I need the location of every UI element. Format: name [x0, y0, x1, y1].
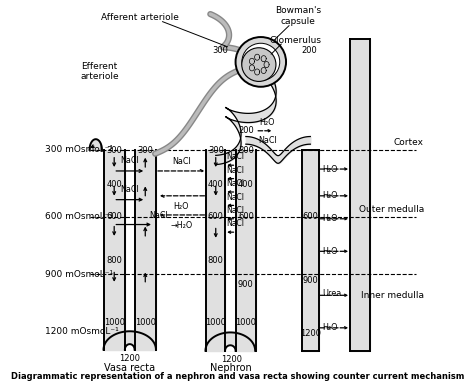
Text: 300: 300 — [238, 146, 254, 155]
Text: 400: 400 — [238, 180, 254, 189]
Text: 900: 900 — [238, 280, 254, 289]
Text: Glomerulus: Glomerulus — [270, 36, 322, 45]
Text: H₂O: H₂O — [259, 118, 275, 127]
Text: NaCl: NaCl — [172, 157, 190, 166]
Text: NaCl: NaCl — [226, 192, 244, 202]
Text: Bowman's
capsule: Bowman's capsule — [275, 6, 321, 26]
Text: 800: 800 — [208, 257, 224, 265]
Text: NaCl: NaCl — [226, 206, 244, 215]
Text: Urea: Urea — [322, 289, 342, 298]
Text: 300: 300 — [212, 46, 228, 55]
Text: 1000: 1000 — [205, 318, 226, 326]
Text: 300: 300 — [208, 146, 224, 155]
Text: 400: 400 — [208, 180, 224, 189]
Polygon shape — [350, 39, 370, 351]
Text: 1200: 1200 — [119, 354, 140, 363]
Text: 1200: 1200 — [300, 329, 321, 338]
Text: NaCl: NaCl — [226, 179, 244, 188]
Polygon shape — [134, 150, 156, 350]
Polygon shape — [207, 150, 225, 351]
Text: 1000: 1000 — [135, 318, 156, 326]
Polygon shape — [206, 333, 256, 351]
Text: NaCl: NaCl — [226, 152, 244, 161]
Text: 900 mOsmoL⁻¹: 900 mOsmoL⁻¹ — [45, 270, 114, 279]
Text: 1200: 1200 — [221, 355, 242, 364]
Text: NaCl: NaCl — [120, 185, 139, 194]
Text: 1200 mOsmoL⁻¹: 1200 mOsmoL⁻¹ — [45, 327, 119, 336]
Polygon shape — [302, 150, 319, 351]
Text: →H₂O: →H₂O — [170, 221, 192, 230]
Text: H₂O: H₂O — [173, 202, 189, 210]
Text: H₂O: H₂O — [322, 164, 338, 174]
Circle shape — [242, 43, 280, 81]
Polygon shape — [125, 344, 134, 350]
Text: 900: 900 — [303, 276, 318, 285]
Text: 300: 300 — [137, 146, 153, 155]
Text: 800: 800 — [106, 257, 122, 265]
Text: Efferent
arteriole: Efferent arteriole — [80, 62, 119, 81]
Text: 200: 200 — [302, 46, 317, 55]
Text: 300: 300 — [106, 146, 122, 155]
Text: 600: 600 — [238, 212, 254, 221]
Text: 600: 600 — [303, 212, 318, 221]
Circle shape — [242, 48, 276, 81]
Text: 1000: 1000 — [104, 318, 125, 326]
Text: 1000: 1000 — [235, 318, 256, 326]
Text: 600 mOsmoL⁻¹: 600 mOsmoL⁻¹ — [45, 212, 114, 221]
Text: NaCl: NaCl — [258, 136, 277, 145]
Text: NaCl: NaCl — [226, 166, 244, 175]
Text: H₂O: H₂O — [322, 191, 338, 200]
Polygon shape — [104, 331, 156, 350]
Text: H₂O: H₂O — [322, 323, 338, 332]
Text: NaCl: NaCl — [149, 211, 168, 220]
Text: 600: 600 — [106, 212, 122, 221]
Polygon shape — [89, 139, 104, 150]
Text: 600: 600 — [208, 212, 224, 221]
Text: 300 mOsmoL⁻¹: 300 mOsmoL⁻¹ — [45, 146, 114, 154]
Text: Afferent arteriole: Afferent arteriole — [102, 13, 180, 22]
Text: 200: 200 — [238, 126, 254, 135]
Text: Outer medulla: Outer medulla — [359, 205, 424, 214]
Polygon shape — [104, 150, 125, 350]
Text: H₂O: H₂O — [322, 247, 338, 256]
Text: Nephron: Nephron — [210, 363, 252, 373]
Text: Vasa recta: Vasa recta — [104, 363, 155, 373]
Text: Inner medulla: Inner medulla — [361, 291, 424, 300]
Text: Cortex: Cortex — [394, 138, 424, 147]
Text: 400: 400 — [106, 180, 122, 189]
Polygon shape — [236, 150, 256, 351]
Text: NaCl: NaCl — [120, 156, 139, 165]
Text: Diagrammatic representation of a nephron and vasa recta showing counter current : Diagrammatic representation of a nephron… — [11, 372, 464, 381]
Polygon shape — [225, 345, 236, 351]
Circle shape — [236, 37, 286, 87]
Text: NaCl: NaCl — [226, 219, 244, 228]
Text: H₂O: H₂O — [322, 214, 338, 223]
